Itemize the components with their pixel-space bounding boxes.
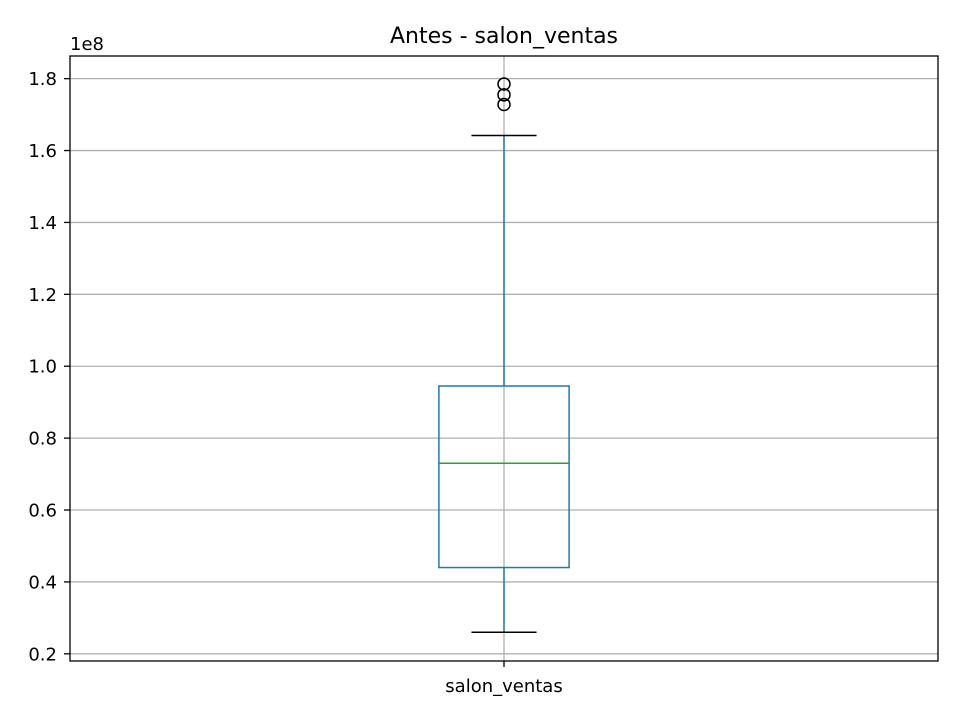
y-tick-label: 1.6 bbox=[28, 141, 57, 162]
y-axis-offset-label: 1e8 bbox=[70, 34, 104, 55]
y-tick-label: 0.2 bbox=[28, 644, 57, 665]
y-tick-label: 1.0 bbox=[28, 357, 57, 378]
box-group bbox=[438, 77, 570, 633]
y-tick-label: 0.4 bbox=[28, 572, 57, 593]
outlier-point bbox=[497, 77, 511, 91]
x-tick-label: salon_ventas bbox=[445, 676, 562, 697]
y-tick-label: 0.8 bbox=[28, 429, 57, 450]
iqr-box bbox=[438, 385, 570, 569]
y-tick-label: 0.6 bbox=[28, 501, 57, 522]
tick-layer: 0.2 0.4 0.6 0.8 1.0 1.2 1.4 1.6 1.8 salon_ventas bbox=[28, 69, 562, 697]
outlier-point bbox=[497, 97, 511, 112]
y-tick-label: 1.8 bbox=[28, 69, 57, 90]
box-layer bbox=[438, 77, 570, 633]
y-tick-label: 1.2 bbox=[28, 285, 57, 306]
outlier-point bbox=[497, 88, 511, 102]
y-tick-label: 1.4 bbox=[28, 213, 57, 234]
chart-title: Antes - salon_ventas bbox=[390, 24, 618, 49]
